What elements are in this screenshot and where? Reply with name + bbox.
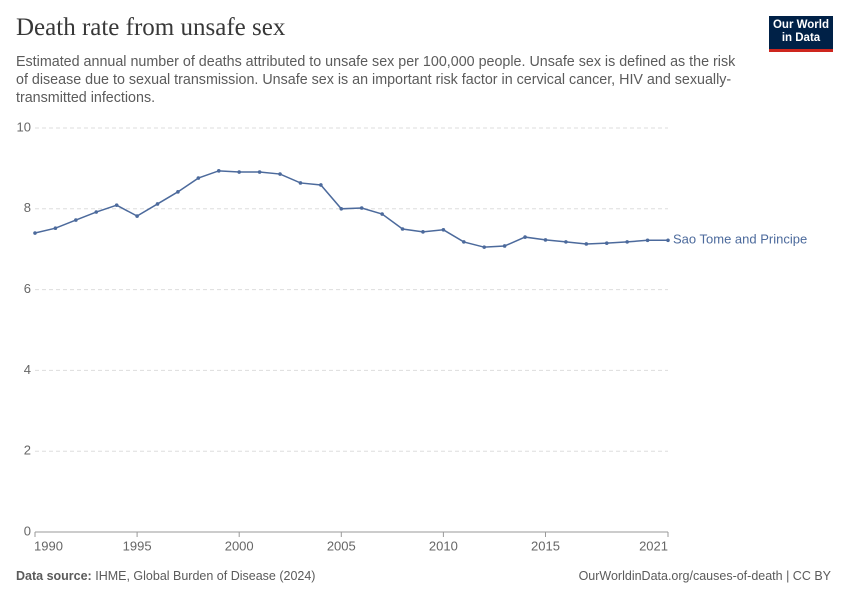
x-tick-label: 2000: [225, 538, 254, 553]
y-tick-label: 6: [24, 281, 31, 296]
data-point: [462, 240, 466, 244]
data-point: [278, 172, 282, 176]
data-point: [543, 238, 548, 242]
data-point: [564, 240, 568, 244]
logo-text: Our World: [772, 19, 829, 31]
data-point: [604, 241, 609, 245]
data-point: [502, 244, 507, 248]
x-tick-label: 1995: [123, 538, 152, 553]
chart-title: Death rate from unsafe sex: [16, 14, 286, 41]
logo-text: in Data: [781, 32, 821, 44]
data-point: [74, 218, 78, 222]
data-point: [482, 245, 487, 249]
data-point: [359, 206, 364, 210]
logo[interactable]: Our World in Data: [769, 16, 833, 52]
data-point: [257, 170, 262, 174]
data-point: [666, 238, 670, 243]
source-label: Data source:: [16, 569, 92, 583]
y-tick-label: 10: [17, 119, 31, 134]
source: Data source: IHME, Global Burden of Dise…: [16, 569, 315, 583]
data-point: [380, 212, 384, 216]
data-point: [441, 228, 446, 232]
data-point: [176, 190, 180, 194]
x-tick-label: 2015: [531, 538, 560, 553]
data-point: [53, 226, 58, 230]
data-point: [645, 238, 650, 243]
data-point: [33, 231, 37, 235]
data-point: [94, 210, 99, 214]
x-tick-label: 1990: [34, 538, 63, 553]
data-point: [400, 227, 405, 231]
y-tick-label: 0: [24, 523, 31, 538]
data-point: [216, 169, 221, 173]
x-tick-label: 2010: [429, 538, 458, 553]
y-tick-label: 4: [24, 362, 31, 377]
data-point: [114, 203, 119, 207]
source-url[interactable]: OurWorldinData.org/causes-of-death | CC …: [578, 569, 831, 583]
data-point: [155, 202, 160, 206]
data-point: [339, 207, 344, 211]
data-point: [135, 214, 139, 218]
data-point: [625, 240, 629, 244]
data-point: [237, 170, 241, 174]
y-tick-label: 8: [24, 200, 31, 215]
data-point: [421, 230, 425, 234]
source-text: IHME, Global Burden of Disease (2024): [95, 569, 316, 583]
y-tick-label: 2: [24, 443, 31, 458]
series-label: Sao Tome and Principe: [673, 232, 807, 247]
data-point: [298, 181, 303, 185]
data-point: [196, 176, 201, 180]
x-tick-label: 2021: [639, 538, 668, 553]
series-line: [34, 170, 668, 248]
data-point: [584, 242, 589, 246]
data-point: [523, 235, 527, 239]
x-tick-label: 2005: [327, 538, 356, 553]
chart-subtitle: Estimated annual number of deaths attrib…: [16, 54, 736, 106]
data-point: [319, 183, 323, 187]
